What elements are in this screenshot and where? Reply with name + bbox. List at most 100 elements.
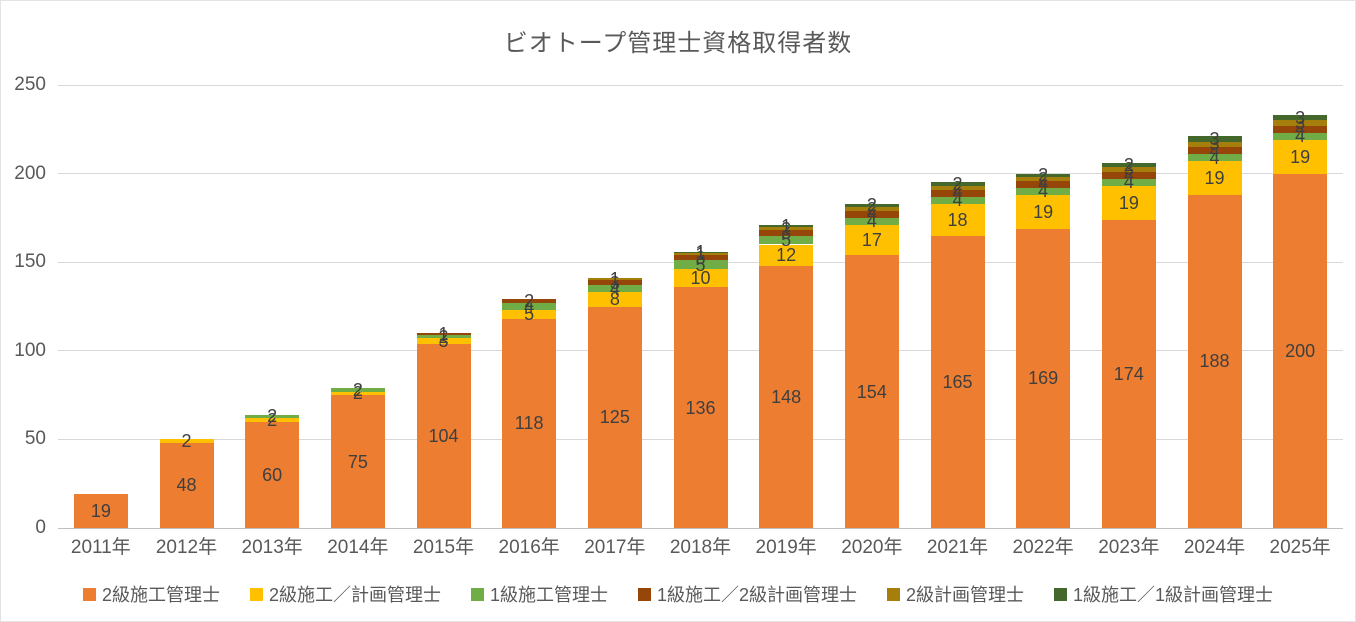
y-axis-tick-label: 0 — [35, 517, 46, 538]
bar-segment-2023年-series5[interactable] — [1101, 166, 1156, 172]
bar-segment-2024年-series5[interactable] — [1187, 141, 1242, 148]
bar-segment-2022年-series6[interactable] — [1016, 173, 1071, 178]
x-axis-label-2016年: 2016年 — [498, 537, 560, 558]
bar-segment-2020年-series5[interactable] — [844, 207, 899, 211]
bar-segment-2014年-series1[interactable] — [330, 395, 385, 528]
y-axis-tick-label: 150 — [14, 251, 46, 273]
bar-segment-2015年-series4[interactable] — [416, 333, 471, 335]
bar-segment-2017年-series4[interactable] — [587, 279, 642, 286]
bar-segment-2023年-series4[interactable] — [1101, 171, 1156, 179]
gridline — [58, 84, 1343, 86]
bar-segment-2020年-series6[interactable] — [844, 203, 899, 208]
bar-segment-2024年-series1[interactable] — [1187, 194, 1242, 528]
legend-item-series6[interactable]: 1級施工／1級計画管理士 — [1054, 581, 1273, 607]
bar-segment-2018年-series1[interactable] — [673, 287, 728, 528]
bar-segment-2018年-series2[interactable] — [673, 269, 728, 288]
legend-swatch-icon — [82, 587, 96, 601]
bar-segment-2021年-series5[interactable] — [930, 186, 985, 190]
bar-segment-2019年-series1[interactable] — [759, 265, 814, 528]
x-axis-label-2025年: 2025年 — [1269, 537, 1331, 558]
bar-segment-2016年-series1[interactable] — [502, 318, 557, 528]
bar-segment-2015年-series1[interactable] — [416, 343, 471, 528]
bar-segment-2017年-series5[interactable] — [587, 278, 642, 280]
legend-item-series1[interactable]: 2級施工管理士 — [82, 581, 220, 607]
legend-label: 1級施工／1級計画管理士 — [1073, 585, 1274, 605]
bar-segment-2015年-series2[interactable] — [416, 338, 471, 344]
bar-segment-2021年-series1[interactable] — [930, 235, 985, 528]
bar-segment-2012年-series1[interactable] — [159, 442, 214, 528]
bar-segment-2020年-series4[interactable] — [844, 210, 899, 218]
bar-segment-2023年-series6[interactable] — [1101, 162, 1156, 167]
bar-segment-2025年-series3[interactable] — [1273, 132, 1328, 140]
legend-label: 1級施工／2級計画管理士 — [656, 585, 858, 605]
bar-segment-2020年-series1[interactable] — [844, 255, 899, 528]
bar-segment-2020年-series3[interactable] — [844, 217, 899, 225]
chart-title: ビオトープ管理士資格取得者数 — [503, 30, 853, 57]
bar-segment-2016年-series2[interactable] — [502, 310, 557, 319]
y-axis-tick-label: 100 — [14, 339, 46, 361]
bar-segment-2025年-series5[interactable] — [1273, 120, 1328, 126]
bar-segment-2022年-series4[interactable] — [1016, 180, 1071, 188]
bar-segment-2022年-series1[interactable] — [1016, 228, 1071, 528]
bar-segment-2022年-series5[interactable] — [1016, 177, 1071, 181]
x-axis-label-2024年: 2024年 — [1183, 537, 1246, 558]
legend-item-series5[interactable]: 2級計画管理士 — [887, 581, 1024, 607]
bar-segment-2024年-series4[interactable] — [1187, 147, 1242, 155]
bar-segment-2017年-series1[interactable] — [587, 306, 642, 528]
bar-segment-2018年-series5[interactable] — [673, 253, 728, 256]
bar-segment-2015年-series3[interactable] — [416, 334, 471, 339]
bar-segment-2019年-series2[interactable] — [759, 244, 814, 266]
bar-segment-2013年-series3[interactable] — [245, 414, 300, 419]
bar-segment-2025年-series1[interactable] — [1273, 173, 1328, 528]
bar-segment-2019年-series3[interactable] — [759, 235, 814, 245]
bar-segment-2024年-series2[interactable] — [1187, 161, 1242, 195]
bar-segment-2023年-series2[interactable] — [1101, 186, 1156, 220]
bar-segment-2016年-series4[interactable] — [502, 299, 557, 303]
bar-segment-2016年-series3[interactable] — [502, 302, 557, 311]
bar-segment-2022年-series2[interactable] — [1016, 194, 1071, 229]
bar-segment-2019年-series6[interactable] — [759, 225, 814, 227]
legend-swatch-icon — [249, 587, 263, 601]
bar-segment-2025年-series4[interactable] — [1273, 125, 1328, 133]
bar-segment-2018年-series3[interactable] — [673, 260, 728, 270]
bar-segment-2012年-series2[interactable] — [159, 439, 214, 443]
bar-segment-2023年-series1[interactable] — [1101, 219, 1156, 528]
bar-segment-2023年-series3[interactable] — [1101, 178, 1156, 187]
bar-segment-2021年-series2[interactable] — [930, 203, 985, 236]
legend-item-series2[interactable]: 2級施工／計画管理士 — [249, 581, 441, 607]
x-axis-label-2019年: 2019年 — [755, 537, 817, 558]
bar-segment-2019年-series4[interactable] — [759, 230, 814, 236]
x-axis-label-2020年: 2020年 — [841, 537, 903, 558]
x-axis-label-2015年: 2015年 — [412, 537, 475, 558]
bar-segment-2013年-series2[interactable] — [245, 418, 300, 422]
legend-swatch-icon — [637, 587, 651, 601]
bar-segment-2014年-series2[interactable] — [330, 391, 385, 396]
bar-segment-2013年-series1[interactable] — [245, 421, 300, 528]
legend-item-series4[interactable]: 1級施工／2級計画管理士 — [637, 581, 858, 607]
bar-segment-2022年-series3[interactable] — [1016, 187, 1071, 195]
bar-segment-2019年-series5[interactable] — [759, 226, 814, 231]
legend-label: 1級施工管理士 — [489, 585, 608, 605]
bar-segment-2021年-series4[interactable] — [930, 189, 985, 197]
bar-segment-2018年-series6[interactable] — [673, 251, 728, 254]
bar-segment-2017年-series3[interactable] — [587, 285, 642, 293]
x-axis-line — [58, 527, 1343, 529]
bar-segment-2024年-series6[interactable] — [1187, 136, 1242, 142]
x-axis-label-2013年: 2013年 — [241, 537, 303, 558]
bar-segment-2017年-series2[interactable] — [587, 292, 642, 307]
y-axis-tick-label: 50 — [24, 428, 46, 450]
x-axis-label-2022年: 2022年 — [1012, 537, 1074, 558]
x-axis-label-2012年: 2012年 — [155, 537, 218, 558]
bar-segment-2014年-series3[interactable] — [330, 388, 385, 392]
bar-segment-2025年-series2[interactable] — [1273, 139, 1328, 174]
legend-label: 2級施工／計画管理士 — [268, 585, 441, 605]
bar-segment-2021年-series3[interactable] — [930, 196, 985, 204]
bar-segment-2020年-series2[interactable] — [844, 225, 899, 256]
bar-segment-2018年-series4[interactable] — [673, 255, 728, 261]
x-axis-label-2017年: 2017年 — [584, 537, 646, 558]
bar-segment-2025年-series6[interactable] — [1273, 115, 1328, 121]
bar-segment-2024年-series3[interactable] — [1187, 154, 1242, 162]
bar-segment-2011年-series1[interactable] — [73, 494, 128, 528]
legend-item-series3[interactable]: 1級施工管理士 — [470, 581, 608, 607]
bar-segment-2021年-series6[interactable] — [930, 182, 985, 187]
